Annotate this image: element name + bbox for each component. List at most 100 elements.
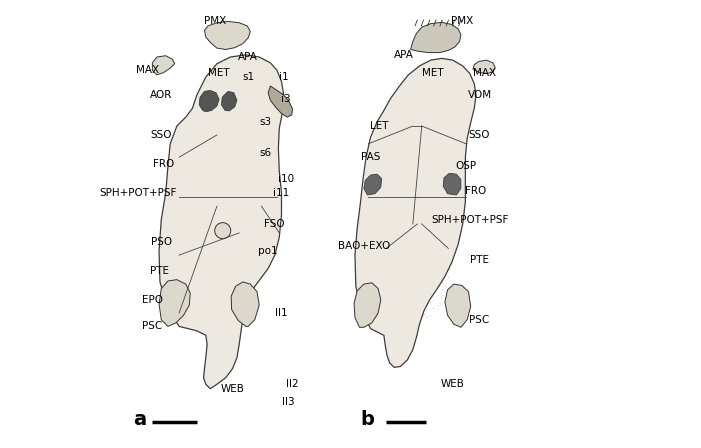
Point <box>215 142 226 149</box>
Point <box>400 192 411 199</box>
Point <box>400 187 411 194</box>
Point <box>402 271 413 278</box>
Point <box>205 124 216 131</box>
Point <box>224 196 235 203</box>
Text: i3: i3 <box>281 95 291 104</box>
Point <box>411 70 422 78</box>
Point <box>211 241 222 248</box>
Point <box>219 82 230 89</box>
Text: PMX: PMX <box>203 17 226 26</box>
Point <box>215 151 226 158</box>
Point <box>238 244 249 251</box>
Point <box>252 228 264 235</box>
Point <box>444 264 456 271</box>
Point <box>418 201 430 208</box>
Point <box>198 256 210 263</box>
Point <box>381 207 393 215</box>
Point <box>382 295 393 302</box>
Point <box>200 121 212 129</box>
Point <box>204 82 215 89</box>
Point <box>362 224 373 231</box>
Point <box>405 113 416 120</box>
Point <box>236 193 247 200</box>
Point <box>186 215 197 223</box>
Point <box>395 100 406 107</box>
Point <box>222 224 233 232</box>
Point <box>418 180 429 187</box>
Point <box>409 90 420 98</box>
Point <box>212 115 223 122</box>
Point <box>436 108 447 116</box>
Point <box>212 303 223 310</box>
Point <box>232 285 243 293</box>
Point <box>205 165 217 172</box>
Point <box>374 214 386 221</box>
Text: PSC: PSC <box>470 315 490 325</box>
Point <box>196 148 207 155</box>
Point <box>195 113 206 120</box>
Point <box>435 226 447 233</box>
Point <box>415 286 426 293</box>
Point <box>386 186 397 193</box>
Point <box>391 116 402 124</box>
Point <box>222 199 233 207</box>
Point <box>397 74 409 81</box>
Point <box>226 258 237 266</box>
Point <box>376 217 387 224</box>
Point <box>213 304 224 311</box>
Point <box>372 161 383 168</box>
Point <box>369 238 380 245</box>
Point <box>229 234 240 241</box>
Point <box>440 110 451 117</box>
Point <box>387 148 398 155</box>
Point <box>203 183 215 190</box>
Point <box>198 283 209 290</box>
Point <box>417 311 428 319</box>
Point <box>427 282 438 289</box>
Point <box>225 172 236 179</box>
Point <box>207 303 218 310</box>
Point <box>195 234 206 241</box>
Point <box>240 253 252 260</box>
Point <box>218 250 229 257</box>
Point <box>180 220 191 228</box>
Point <box>212 153 223 160</box>
Point <box>197 221 208 228</box>
Point <box>402 217 413 224</box>
Point <box>187 115 198 122</box>
Point <box>393 296 404 303</box>
Point <box>259 195 270 202</box>
Point <box>379 181 390 188</box>
Point <box>375 276 386 283</box>
Point <box>382 102 393 109</box>
Point <box>395 278 407 285</box>
Point <box>204 264 215 271</box>
Point <box>397 216 409 223</box>
Point <box>411 194 422 202</box>
Point <box>230 188 241 195</box>
Point <box>382 146 393 153</box>
Point <box>415 305 426 312</box>
Point <box>237 229 248 236</box>
Text: MAX: MAX <box>137 65 160 75</box>
Point <box>387 256 398 263</box>
Point <box>394 241 405 249</box>
Point <box>378 221 389 228</box>
Point <box>387 139 398 146</box>
Point <box>361 194 372 202</box>
Text: SPH+POT+PSF: SPH+POT+PSF <box>431 215 508 224</box>
Point <box>404 270 415 277</box>
Point <box>451 169 463 176</box>
Point <box>433 140 444 147</box>
Point <box>215 168 226 175</box>
Point <box>416 300 427 307</box>
Point <box>388 211 399 218</box>
Point <box>225 73 236 80</box>
Point <box>416 284 427 292</box>
Point <box>426 281 437 288</box>
Text: SSO: SSO <box>151 130 172 140</box>
Point <box>233 104 244 111</box>
Point <box>182 193 193 200</box>
Point <box>374 227 386 234</box>
Point <box>236 82 247 89</box>
